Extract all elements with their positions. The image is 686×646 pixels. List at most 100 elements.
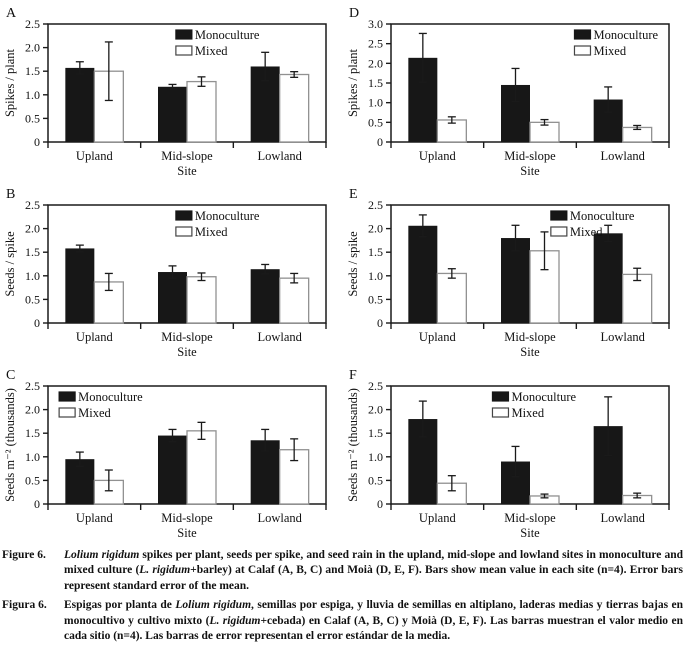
panel-letter: F	[349, 368, 357, 383]
chart-grid: A 0 0.5 1.0 1.5 2.0 2.5 Upland Mid-slope Lowland S…	[0, 0, 686, 543]
y-tick-label: 1.0	[25, 88, 40, 102]
y-axis-title: Spikes / plant	[3, 48, 17, 117]
y-tick-label: 0.5	[368, 115, 383, 129]
caption-spanish-label: Figura 6.	[2, 599, 47, 612]
y-tick-label: 2.5	[25, 17, 40, 31]
x-category-label: Upland	[419, 330, 457, 344]
bar-mixed	[436, 272, 467, 324]
y-axis-title: Seeds m⁻² (thousands)	[346, 388, 360, 502]
legend-label: Mixed	[593, 44, 626, 58]
panel-c: C 0 0.5 1.0 1.5 2.0 2.5 Upland Mid-slope Lowland S…	[0, 362, 343, 543]
panel-letter: C	[6, 368, 15, 383]
panel-letter: A	[6, 6, 17, 21]
legend-swatch-mixed	[175, 226, 193, 237]
y-tick-label: 2.0	[368, 222, 383, 236]
y-tick-label: 2.5	[368, 379, 383, 393]
bar-monoculture	[250, 269, 280, 323]
legend-label: Mixed	[78, 406, 111, 420]
y-tick-label: 2.0	[368, 56, 383, 70]
panel-e: E 0 0.5 1.0 1.5 2.0 2.5 Upland Mid-slope Lowland S…	[343, 181, 686, 362]
x-axis-title: Site	[520, 526, 540, 540]
caption-english-text: Lolium rigidum spikes per plant, seeds p…	[64, 549, 684, 592]
y-tick-label: 0	[377, 497, 383, 511]
y-axis-title: Seeds / spike	[346, 231, 360, 297]
x-category-label: Upland	[419, 511, 457, 525]
y-tick-label: 1.5	[25, 245, 40, 259]
bar-mixed	[279, 73, 310, 143]
y-tick-label: 1.5	[25, 426, 40, 440]
y-axis-title: Seeds / spike	[3, 231, 17, 297]
y-tick-label: 1.5	[368, 426, 383, 440]
x-axis-title: Site	[177, 164, 197, 178]
x-category-label: Upland	[76, 511, 114, 525]
x-category-label: Lowland	[257, 149, 302, 163]
y-tick-label: 2.0	[25, 222, 40, 236]
x-category-label: Lowland	[257, 330, 302, 344]
legend-swatch-monoculture	[175, 29, 193, 40]
panel-a: A 0 0.5 1.0 1.5 2.0 2.5 Upland Mid-slope Lowland S…	[0, 0, 343, 181]
legend-swatch-mixed	[175, 45, 193, 56]
y-tick-label: 0	[34, 135, 40, 149]
legend-swatch-mixed	[58, 407, 76, 418]
y-tick-label: 0.5	[368, 473, 383, 487]
y-tick-label: 2.5	[25, 198, 40, 212]
legend-swatch-mixed	[491, 407, 510, 418]
bar-monoculture	[408, 225, 438, 323]
legend-label: Monoculture	[78, 390, 143, 404]
bar-mixed	[279, 449, 310, 505]
figure-captions: Figure 6. Lolium rigidum spikes per plan…	[0, 543, 686, 644]
x-category-label: Mid-slope	[161, 511, 213, 525]
legend-swatch-monoculture	[175, 210, 193, 221]
legend-label: Monoculture	[195, 209, 260, 223]
chart-svg-A: A 0 0.5 1.0 1.5 2.0 2.5 Upland Mid-slope Lowland S…	[3, 6, 327, 178]
y-tick-label: 0	[377, 316, 383, 330]
chart-svg-C: C 0 0.5 1.0 1.5 2.0 2.5 Upland Mid-slope Lowland S…	[3, 368, 327, 540]
y-tick-label: 2.5	[25, 379, 40, 393]
bar-monoculture	[158, 86, 187, 142]
bar-monoculture	[65, 248, 95, 323]
bar-monoculture	[501, 238, 530, 323]
legend-label: Monoculture	[593, 28, 658, 42]
x-category-label: Upland	[76, 330, 114, 344]
chart-svg-D: D 0 0.5 1.0 1.5 2.0 2.5 3.0 Upland Mid-slope Lowla…	[346, 6, 670, 178]
x-category-label: Mid-slope	[161, 149, 213, 163]
legend-label: Mixed	[511, 406, 544, 420]
x-axis-title: Site	[520, 345, 540, 359]
y-tick-label: 0.5	[25, 473, 40, 487]
y-tick-label: 3.0	[368, 17, 383, 31]
x-category-label: Upland	[419, 149, 457, 163]
y-tick-label: 1.0	[368, 96, 383, 110]
x-axis-title: Site	[177, 526, 197, 540]
y-axis-title: Seeds m⁻² (thousands)	[3, 388, 17, 502]
bar-monoculture	[158, 435, 187, 504]
x-category-label: Mid-slope	[161, 330, 213, 344]
bar-mixed	[186, 276, 217, 324]
x-axis-title: Site	[177, 345, 197, 359]
panel-b: B 0 0.5 1.0 1.5 2.0 2.5 Upland Mid-slope Lowland S…	[0, 181, 343, 362]
panel-letter: B	[6, 187, 15, 202]
x-category-label: Upland	[76, 149, 114, 163]
bar-mixed	[279, 277, 310, 324]
x-category-label: Mid-slope	[504, 149, 556, 163]
y-tick-label: 2.0	[25, 41, 40, 55]
caption-english: Figure 6. Lolium rigidum spikes per plan…	[2, 548, 684, 594]
panel-d: D 0 0.5 1.0 1.5 2.0 2.5 3.0 Upland Mid-slope Lowla…	[343, 0, 686, 181]
legend-swatch-mixed	[550, 226, 568, 237]
legend-swatch-monoculture	[550, 210, 568, 221]
chart-svg-B: B 0 0.5 1.0 1.5 2.0 2.5 Upland Mid-slope Lowland S…	[3, 187, 327, 359]
x-axis-title: Site	[520, 164, 540, 178]
y-tick-label: 1.5	[368, 245, 383, 259]
y-tick-label: 0	[377, 135, 383, 149]
y-tick-label: 2.5	[368, 198, 383, 212]
x-category-label: Lowland	[600, 149, 645, 163]
y-tick-label: 1.0	[25, 450, 40, 464]
y-tick-label: 1.5	[368, 76, 383, 90]
bar-mixed	[186, 80, 217, 143]
y-tick-label: 0	[34, 497, 40, 511]
y-tick-label: 2.0	[368, 403, 383, 417]
y-tick-label: 2.5	[368, 37, 383, 51]
panel-f: F 0 0.5 1.0 1.5 2.0 2.5 Upland Mid-slope Lowland S…	[343, 362, 686, 543]
x-category-label: Mid-slope	[504, 330, 556, 344]
bar-monoculture	[593, 233, 623, 323]
